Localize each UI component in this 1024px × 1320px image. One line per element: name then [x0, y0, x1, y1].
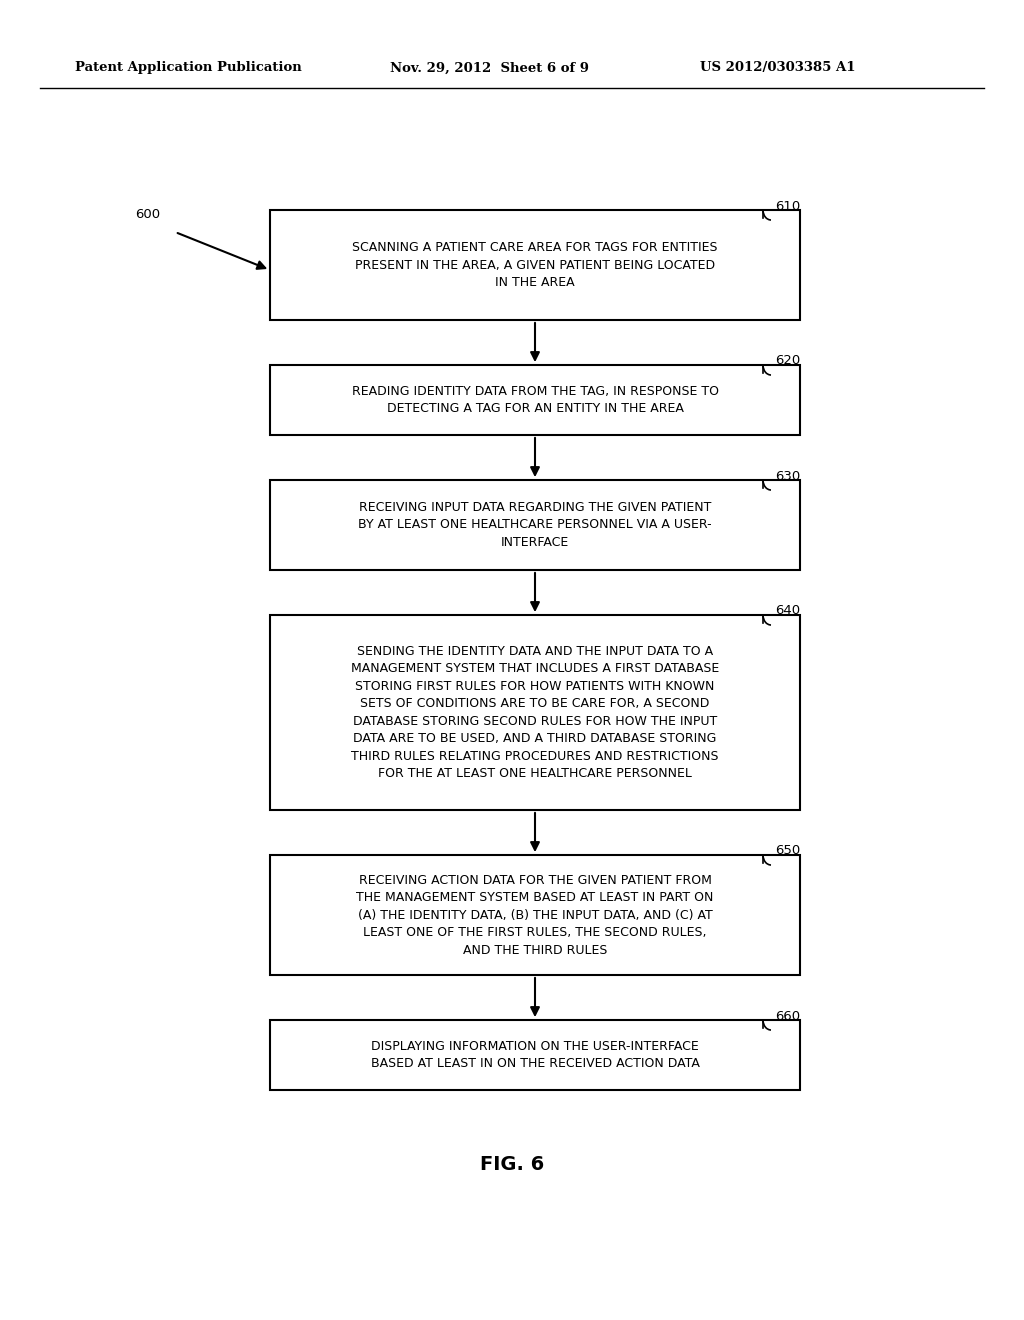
Bar — [270, 480, 800, 570]
Text: 640: 640 — [775, 605, 800, 618]
Text: 610: 610 — [775, 199, 800, 213]
Text: RECEIVING INPUT DATA REGARDING THE GIVEN PATIENT
BY AT LEAST ONE HEALTHCARE PERS: RECEIVING INPUT DATA REGARDING THE GIVEN… — [358, 502, 712, 549]
Bar — [270, 210, 800, 319]
Text: 630: 630 — [775, 470, 800, 483]
Bar — [270, 366, 800, 436]
Text: Nov. 29, 2012  Sheet 6 of 9: Nov. 29, 2012 Sheet 6 of 9 — [390, 62, 589, 74]
Text: DISPLAYING INFORMATION ON THE USER-INTERFACE
BASED AT LEAST IN ON THE RECEIVED A: DISPLAYING INFORMATION ON THE USER-INTER… — [371, 1040, 699, 1071]
Text: 620: 620 — [775, 355, 800, 367]
Bar — [270, 855, 800, 975]
Bar — [270, 1020, 800, 1090]
Text: RECEIVING ACTION DATA FOR THE GIVEN PATIENT FROM
THE MANAGEMENT SYSTEM BASED AT : RECEIVING ACTION DATA FOR THE GIVEN PATI… — [356, 874, 714, 957]
Text: READING IDENTITY DATA FROM THE TAG, IN RESPONSE TO
DETECTING A TAG FOR AN ENTITY: READING IDENTITY DATA FROM THE TAG, IN R… — [351, 384, 719, 416]
Text: Patent Application Publication: Patent Application Publication — [75, 62, 302, 74]
Text: 600: 600 — [135, 209, 160, 222]
Text: FIG. 6: FIG. 6 — [480, 1155, 544, 1175]
Text: SCANNING A PATIENT CARE AREA FOR TAGS FOR ENTITIES
PRESENT IN THE AREA, A GIVEN : SCANNING A PATIENT CARE AREA FOR TAGS FO… — [352, 242, 718, 289]
Text: 660: 660 — [775, 1010, 800, 1023]
Text: SENDING THE IDENTITY DATA AND THE INPUT DATA TO A
MANAGEMENT SYSTEM THAT INCLUDE: SENDING THE IDENTITY DATA AND THE INPUT … — [351, 644, 719, 780]
Text: 650: 650 — [775, 845, 800, 858]
Bar — [270, 615, 800, 810]
Text: US 2012/0303385 A1: US 2012/0303385 A1 — [700, 62, 855, 74]
